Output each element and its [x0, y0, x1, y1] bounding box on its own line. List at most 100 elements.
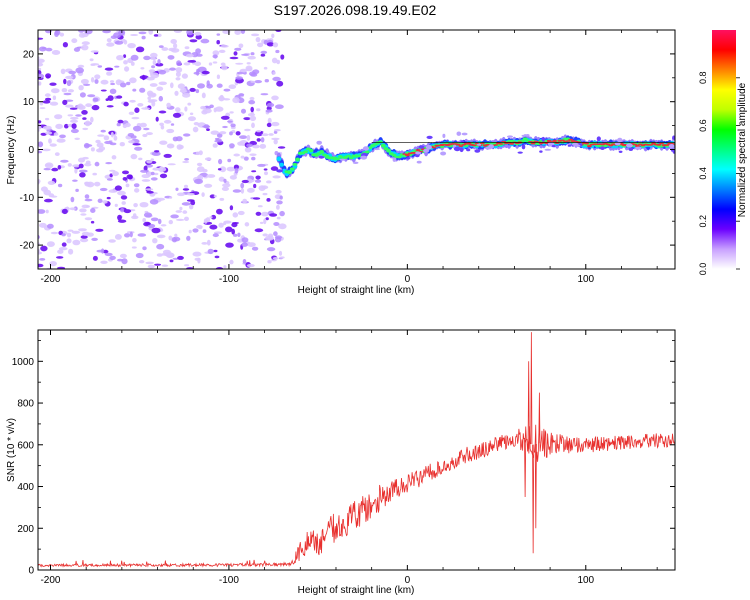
noise-blob [266, 247, 276, 252]
noise-blob [235, 131, 241, 136]
noise-blob [265, 109, 273, 113]
noise-blob [209, 216, 213, 219]
noise-blob [38, 58, 45, 63]
noise-blob [135, 252, 144, 259]
ridge-segment [346, 154, 351, 158]
noise-blob [134, 146, 143, 151]
noise-blob [276, 200, 283, 205]
noise-blob [263, 218, 267, 225]
noise-blob [235, 76, 243, 80]
spectrogram-x-tick-label: -100 [219, 274, 239, 285]
noise-blob [234, 47, 242, 51]
noise-blob [109, 255, 116, 260]
noise-blob [181, 73, 188, 79]
ridge-segment [509, 142, 515, 145]
noise-blob [38, 164, 39, 166]
noise-blob [84, 162, 92, 167]
noise-blob [89, 58, 94, 62]
noise-blob [177, 83, 185, 89]
noise-blob [175, 210, 183, 213]
ridge-segment [295, 157, 300, 162]
noise-blob [175, 71, 181, 77]
colorbar-ticks: 0.0 0.2 0.4 0.6 0.8 [698, 72, 740, 275]
noise-blob [47, 180, 56, 185]
snr-x-tick-label: -200 [40, 575, 60, 586]
noise-blob [189, 87, 196, 92]
ridge-segment [565, 140, 571, 142]
ridge-segment [405, 153, 410, 157]
noise-blob [65, 104, 74, 108]
noise-blob [94, 161, 100, 167]
noise-blob [227, 120, 233, 123]
ridge-segment [396, 155, 402, 159]
noise-blob [109, 88, 117, 95]
spectrogram-y-tick-label: 0 [28, 145, 34, 156]
noise-blob [254, 228, 264, 233]
noise-blob [128, 140, 135, 144]
noise-blob [264, 79, 269, 83]
noise-blob [49, 143, 57, 147]
ridge-side-blob [635, 146, 642, 150]
noise-blob [216, 33, 221, 36]
noise-blob [268, 133, 274, 136]
noise-blob [269, 213, 278, 217]
noise-blob [182, 160, 190, 164]
noise-blob [53, 132, 59, 136]
noise-blob [133, 125, 142, 132]
noise-blob [175, 218, 185, 221]
noise-blob [38, 37, 44, 40]
noise-blob [255, 37, 261, 43]
noise-blob [73, 47, 81, 52]
colorbar-label: Normalized spectral amplitude [737, 82, 748, 217]
ridge-side-blob [551, 144, 556, 148]
noise-blob [264, 171, 268, 176]
noise-blob [195, 48, 202, 54]
ridge-side-blob [406, 157, 411, 160]
noise-blob [272, 76, 281, 82]
noise-blob [66, 232, 72, 238]
noise-blob [61, 208, 68, 215]
noise-blob [204, 183, 213, 188]
noise-blob [150, 158, 154, 161]
noise-blob [253, 197, 261, 200]
noise-blob [262, 233, 269, 237]
noise-blob [175, 67, 183, 73]
noise-blob [219, 197, 225, 201]
noise-blob [148, 69, 156, 73]
noise-blob [216, 74, 220, 80]
noise-blob [54, 152, 60, 157]
noise-blob [139, 87, 146, 93]
snr-x-tick-label: 100 [577, 575, 594, 586]
noise-blob [175, 77, 181, 81]
noise-blob [75, 114, 82, 117]
noise-blob [267, 260, 272, 264]
ridge-side-blob [339, 158, 346, 161]
noise-blob [110, 131, 114, 138]
noise-blob [39, 101, 44, 106]
noise-blob [94, 74, 101, 80]
spectrogram-y-tick-label: -20 [20, 241, 35, 252]
noise-blob [189, 39, 198, 43]
ridge-segment [391, 153, 397, 157]
noise-blob [249, 115, 257, 121]
snr-y-tick-label: 0 [28, 566, 34, 577]
noise-blob [129, 99, 136, 103]
noise-blob [145, 222, 151, 226]
noise-blob [38, 209, 46, 214]
noise-blob [262, 192, 268, 196]
noise-blob [161, 47, 169, 51]
noise-blob [184, 158, 190, 161]
noise-blob [279, 256, 285, 259]
noise-blob [277, 146, 286, 149]
noise-blob [212, 54, 218, 59]
noise-blob [151, 151, 161, 156]
noise-blob [69, 107, 78, 110]
noise-blob [82, 156, 89, 160]
noise-blob [54, 31, 59, 37]
noise-blob [201, 92, 206, 99]
noise-blob [97, 198, 103, 203]
colorbar-tick-label: 0.4 [698, 167, 708, 180]
noise-blob [48, 138, 52, 144]
ridge-segment [319, 150, 325, 154]
noise-blob [210, 130, 220, 135]
